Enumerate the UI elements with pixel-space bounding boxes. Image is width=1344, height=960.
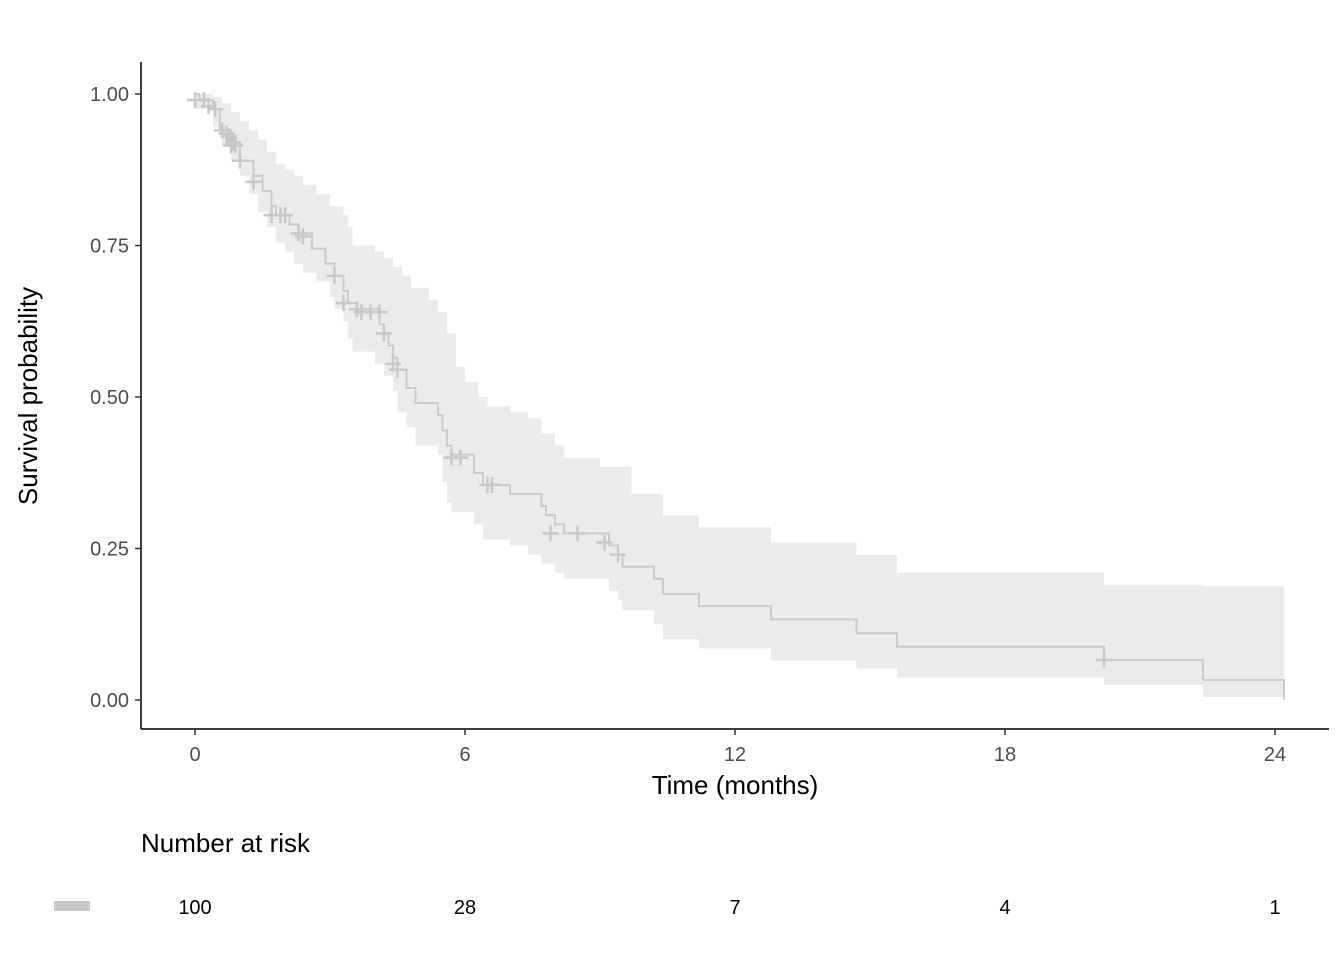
x-tick-label: 24 (1264, 744, 1286, 766)
risk-count: 28 (454, 897, 476, 919)
censor-mark (371, 304, 388, 321)
censor-mark (277, 207, 293, 224)
risk-count: 1 (1269, 897, 1280, 919)
censor-mark (542, 525, 559, 542)
risk-table-legend-key (54, 901, 90, 911)
risk-count: 100 (178, 897, 211, 919)
censor-mark (596, 534, 613, 551)
y-axis-ticks: 0.00 0.25 0.50 0.75 1.00 (90, 84, 141, 712)
censor-mark (452, 449, 469, 466)
y-tick-label: 0.25 (90, 539, 129, 561)
x-axis-title: Time (months) (652, 770, 819, 800)
y-tick-label: 0.00 (90, 690, 129, 712)
x-tick-label: 0 (189, 744, 200, 766)
censor-mark (610, 546, 626, 563)
censor-mark (232, 152, 248, 169)
y-tick-label: 0.75 (90, 236, 129, 258)
y-tick-label: 1.00 (90, 84, 129, 106)
x-tick-label: 6 (459, 744, 470, 766)
censor-mark (376, 325, 392, 342)
y-tick-label: 0.50 (90, 387, 129, 409)
censor-mark (569, 525, 586, 542)
x-tick-label: 18 (994, 744, 1016, 766)
censor-mark (200, 98, 217, 115)
censor-mark (335, 295, 352, 312)
confidence-band (195, 94, 1284, 700)
y-axis-title: Survival probability (13, 287, 43, 505)
censor-mark (295, 228, 311, 245)
censor-mark (326, 267, 343, 284)
censor-mark (207, 101, 224, 118)
risk-count: 4 (999, 897, 1010, 919)
censor-mark (1096, 652, 1112, 669)
censor-mark (389, 361, 406, 378)
x-axis-ticks: 0 6 12 18 24 (189, 729, 1286, 766)
risk-count: 7 (729, 897, 740, 919)
plot-area (187, 92, 1285, 700)
censor-mark (225, 134, 242, 151)
censor-mark (227, 137, 244, 154)
risk-table-values: 100 28 7 4 1 (178, 897, 1280, 919)
survival-curve (195, 93, 1285, 700)
x-tick-label: 12 (724, 744, 746, 766)
censor-mark (218, 125, 235, 142)
risk-table-title: Number at risk (141, 828, 311, 858)
censor-mark (245, 173, 262, 190)
censor-mark (484, 476, 500, 493)
